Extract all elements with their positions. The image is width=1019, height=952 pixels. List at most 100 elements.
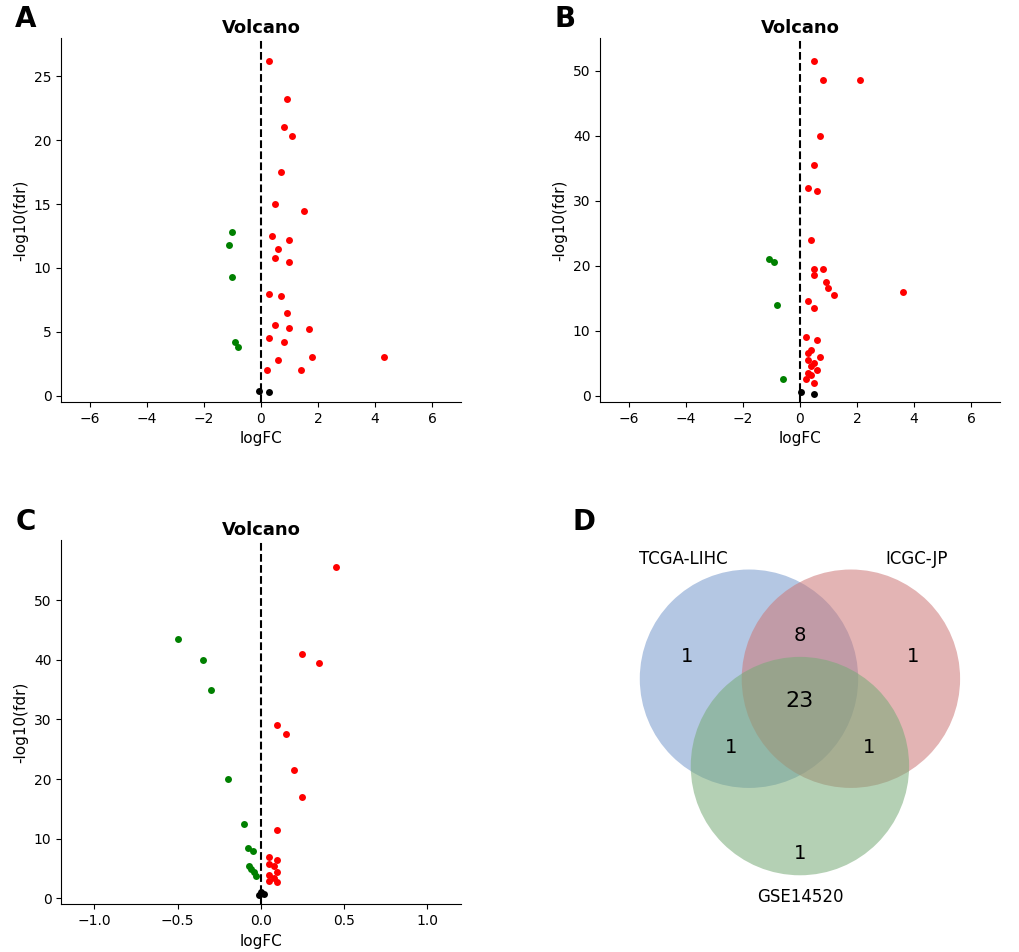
Point bbox=[894, 284, 910, 299]
Point bbox=[219, 771, 235, 786]
Point bbox=[269, 864, 285, 880]
Y-axis label: -log10(fdr): -log10(fdr) bbox=[552, 179, 567, 261]
Text: TCGA-LIHC: TCGA-LIHC bbox=[639, 549, 728, 567]
Point bbox=[275, 120, 291, 135]
Point bbox=[805, 261, 821, 276]
Text: C: C bbox=[15, 507, 36, 536]
Point bbox=[235, 816, 252, 831]
Point bbox=[261, 849, 277, 864]
Point bbox=[272, 165, 288, 180]
Point bbox=[277, 726, 293, 742]
Point bbox=[814, 261, 830, 276]
Text: 1: 1 bbox=[862, 739, 874, 758]
Point bbox=[375, 349, 391, 365]
Circle shape bbox=[639, 569, 857, 788]
Point bbox=[304, 349, 320, 365]
Point bbox=[267, 196, 283, 211]
Point bbox=[275, 334, 291, 349]
Point bbox=[797, 329, 813, 345]
Point bbox=[805, 300, 821, 315]
Point bbox=[269, 823, 285, 838]
Point bbox=[800, 180, 816, 195]
Point bbox=[221, 237, 237, 252]
Point bbox=[811, 349, 827, 365]
Text: A: A bbox=[15, 6, 37, 33]
Point bbox=[258, 363, 274, 378]
Point bbox=[808, 183, 824, 198]
Point bbox=[805, 375, 821, 390]
Point bbox=[294, 646, 311, 662]
Point bbox=[301, 322, 317, 337]
Point bbox=[800, 294, 816, 309]
Point bbox=[296, 203, 312, 218]
Point bbox=[240, 858, 257, 873]
Text: 1: 1 bbox=[681, 647, 693, 666]
Point bbox=[811, 128, 827, 143]
Point bbox=[819, 281, 836, 296]
Point bbox=[802, 232, 818, 248]
Point bbox=[261, 385, 277, 400]
Text: 8: 8 bbox=[793, 625, 805, 645]
Circle shape bbox=[690, 657, 908, 875]
Point bbox=[294, 789, 311, 804]
Point bbox=[805, 355, 821, 370]
Point bbox=[169, 631, 185, 646]
Point bbox=[269, 874, 285, 889]
Point bbox=[256, 886, 272, 902]
Point bbox=[281, 321, 298, 336]
Point bbox=[805, 386, 821, 401]
Point bbox=[224, 269, 240, 285]
Point bbox=[800, 366, 816, 381]
Point bbox=[808, 332, 824, 347]
Point bbox=[243, 861, 259, 876]
Point bbox=[269, 852, 285, 867]
Text: 1: 1 bbox=[793, 843, 805, 863]
Point bbox=[311, 655, 327, 670]
Text: 1: 1 bbox=[723, 739, 737, 758]
Point bbox=[253, 884, 269, 900]
Point bbox=[261, 53, 277, 69]
Point bbox=[805, 157, 821, 172]
Point bbox=[195, 652, 211, 667]
Point bbox=[814, 72, 830, 88]
Point bbox=[285, 763, 302, 778]
Point bbox=[267, 318, 283, 333]
Point bbox=[272, 288, 288, 304]
Point bbox=[800, 346, 816, 361]
Point bbox=[261, 286, 277, 301]
Point bbox=[270, 352, 286, 367]
Point bbox=[800, 352, 816, 367]
Point bbox=[816, 274, 833, 289]
Point bbox=[292, 363, 309, 378]
Point bbox=[261, 856, 277, 871]
Text: B: B bbox=[554, 6, 575, 33]
Point bbox=[808, 362, 824, 377]
Point bbox=[284, 129, 301, 144]
Text: 23: 23 bbox=[785, 690, 813, 710]
Title: Volcano: Volcano bbox=[221, 18, 300, 36]
Point bbox=[224, 225, 240, 240]
Point bbox=[251, 383, 267, 398]
X-axis label: logFC: logFC bbox=[239, 934, 282, 949]
X-axis label: logFC: logFC bbox=[777, 431, 820, 446]
Text: 1: 1 bbox=[906, 647, 918, 666]
Point bbox=[802, 367, 818, 383]
Text: ICGC-JP: ICGC-JP bbox=[884, 549, 947, 567]
Point bbox=[805, 268, 821, 283]
Point bbox=[245, 843, 261, 859]
Point bbox=[229, 340, 246, 355]
Point bbox=[768, 297, 785, 312]
Title: Volcano: Volcano bbox=[760, 18, 839, 36]
Point bbox=[251, 888, 267, 903]
Point bbox=[802, 343, 818, 358]
Point bbox=[227, 334, 244, 349]
Point bbox=[765, 255, 782, 270]
Point bbox=[269, 718, 285, 733]
Point bbox=[261, 867, 277, 883]
Point bbox=[759, 251, 775, 267]
Point bbox=[327, 560, 343, 575]
Point bbox=[266, 858, 282, 873]
Point bbox=[773, 371, 790, 387]
Point bbox=[825, 288, 842, 303]
Text: GSE14520: GSE14520 bbox=[756, 888, 843, 906]
